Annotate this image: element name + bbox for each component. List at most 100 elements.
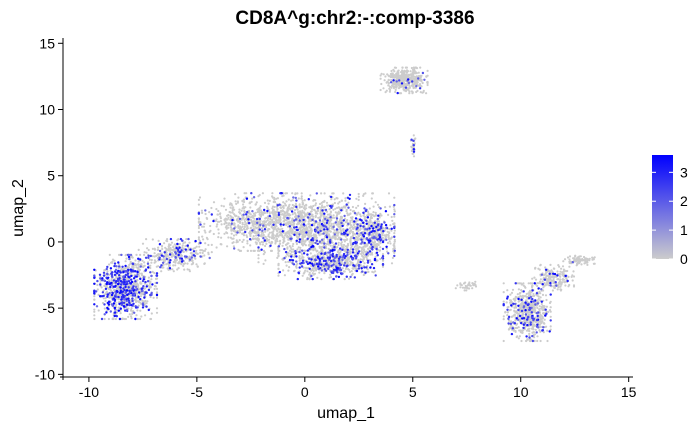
- cell-point: [379, 212, 382, 215]
- cell-point: [407, 88, 410, 91]
- cell-point: [375, 228, 378, 231]
- cell-point: [542, 289, 545, 292]
- cell-point: [246, 227, 249, 230]
- cell-point: [378, 241, 381, 244]
- expressing-cell-point: [120, 298, 123, 301]
- expressing-cell-point: [107, 303, 111, 306]
- cell-point: [354, 233, 357, 236]
- cell-point: [264, 244, 267, 248]
- cell-point: [172, 270, 175, 273]
- cell-point: [300, 257, 303, 260]
- cell-point: [234, 200, 237, 203]
- cell-point: [562, 268, 566, 271]
- cell-point: [355, 248, 358, 251]
- cell-point: [387, 74, 390, 77]
- cell-point: [522, 296, 525, 300]
- cell-point: [349, 224, 353, 227]
- cell-point: [230, 228, 233, 231]
- cell-point: [411, 91, 414, 94]
- cell-point: [173, 243, 176, 246]
- cell-point: [287, 260, 290, 263]
- cell-point: [588, 259, 591, 262]
- cell-point: [407, 74, 410, 77]
- cell-point: [135, 300, 139, 303]
- cell-point: [348, 227, 351, 230]
- cell-point: [518, 320, 521, 323]
- cell-point: [357, 230, 360, 233]
- cell-point: [405, 77, 408, 80]
- cell-point: [534, 266, 537, 269]
- expressing-cell-point: [93, 274, 96, 277]
- cell-point: [241, 207, 244, 210]
- cell-point: [342, 246, 345, 249]
- expressing-cell-point: [95, 305, 99, 308]
- cell-point: [417, 84, 421, 87]
- cell-point: [100, 286, 103, 289]
- cell-point: [313, 208, 316, 211]
- cell-point: [187, 248, 190, 251]
- cell-point: [531, 323, 534, 326]
- expressing-cell-point: [130, 278, 133, 281]
- cell-point: [357, 192, 360, 196]
- cell-point: [370, 234, 373, 237]
- cell-point: [250, 226, 253, 229]
- cell-point: [363, 217, 366, 220]
- cell-point: [568, 283, 571, 287]
- cell-point: [298, 259, 301, 262]
- cell-point: [220, 223, 223, 226]
- cell-point: [284, 192, 287, 195]
- cell-point: [198, 239, 201, 242]
- cell-point: [388, 240, 391, 243]
- cell-point: [308, 273, 311, 276]
- cell-point: [332, 267, 335, 270]
- cell-point: [202, 238, 205, 241]
- cell-point: [335, 261, 338, 264]
- expressing-cell-point: [143, 293, 146, 296]
- cell-point: [230, 232, 233, 235]
- cell-point: [137, 260, 140, 263]
- cell-point: [346, 212, 349, 215]
- cell-point: [174, 261, 177, 264]
- cell-point: [137, 248, 140, 251]
- cell-point: [474, 280, 477, 283]
- cell-point: [103, 269, 106, 272]
- expressing-cell-point: [125, 308, 129, 311]
- cell-point: [513, 306, 516, 309]
- cell-point: [402, 70, 405, 73]
- cell-point: [502, 318, 505, 321]
- cell-point: [212, 201, 216, 204]
- cell-point: [291, 203, 294, 207]
- cell-point: [525, 299, 528, 302]
- cell-point: [334, 207, 337, 210]
- cell-point: [329, 244, 332, 247]
- cell-point: [318, 251, 321, 254]
- expressing-cell-point: [127, 286, 130, 289]
- cell-point: [521, 315, 525, 318]
- cell-point: [337, 243, 340, 247]
- cell-point: [145, 238, 148, 241]
- cell-point: [518, 335, 522, 338]
- expressing-cell-point: [116, 282, 120, 286]
- cell-point: [240, 226, 243, 230]
- cell-point: [205, 216, 208, 220]
- cell-point: [511, 288, 515, 291]
- cell-point: [188, 241, 191, 244]
- cell-point: [276, 256, 279, 259]
- cell-point: [354, 238, 357, 242]
- cell-point: [386, 241, 390, 245]
- cell-point: [351, 234, 355, 237]
- expressing-cell-point: [99, 295, 102, 298]
- cell-point: [337, 222, 340, 226]
- cell-point: [381, 259, 385, 262]
- cell-point: [390, 236, 394, 239]
- cell-point: [398, 83, 401, 86]
- cell-point: [104, 297, 107, 300]
- cell-point: [123, 317, 126, 321]
- cell-point: [528, 290, 531, 293]
- cell-point: [282, 210, 285, 213]
- expressing-cell-point: [124, 264, 127, 268]
- cell-point: [237, 248, 240, 251]
- chart-title: CD8A^g:chr2:-:comp-3386: [235, 8, 474, 29]
- cell-point: [197, 236, 200, 239]
- cell-point: [312, 199, 315, 202]
